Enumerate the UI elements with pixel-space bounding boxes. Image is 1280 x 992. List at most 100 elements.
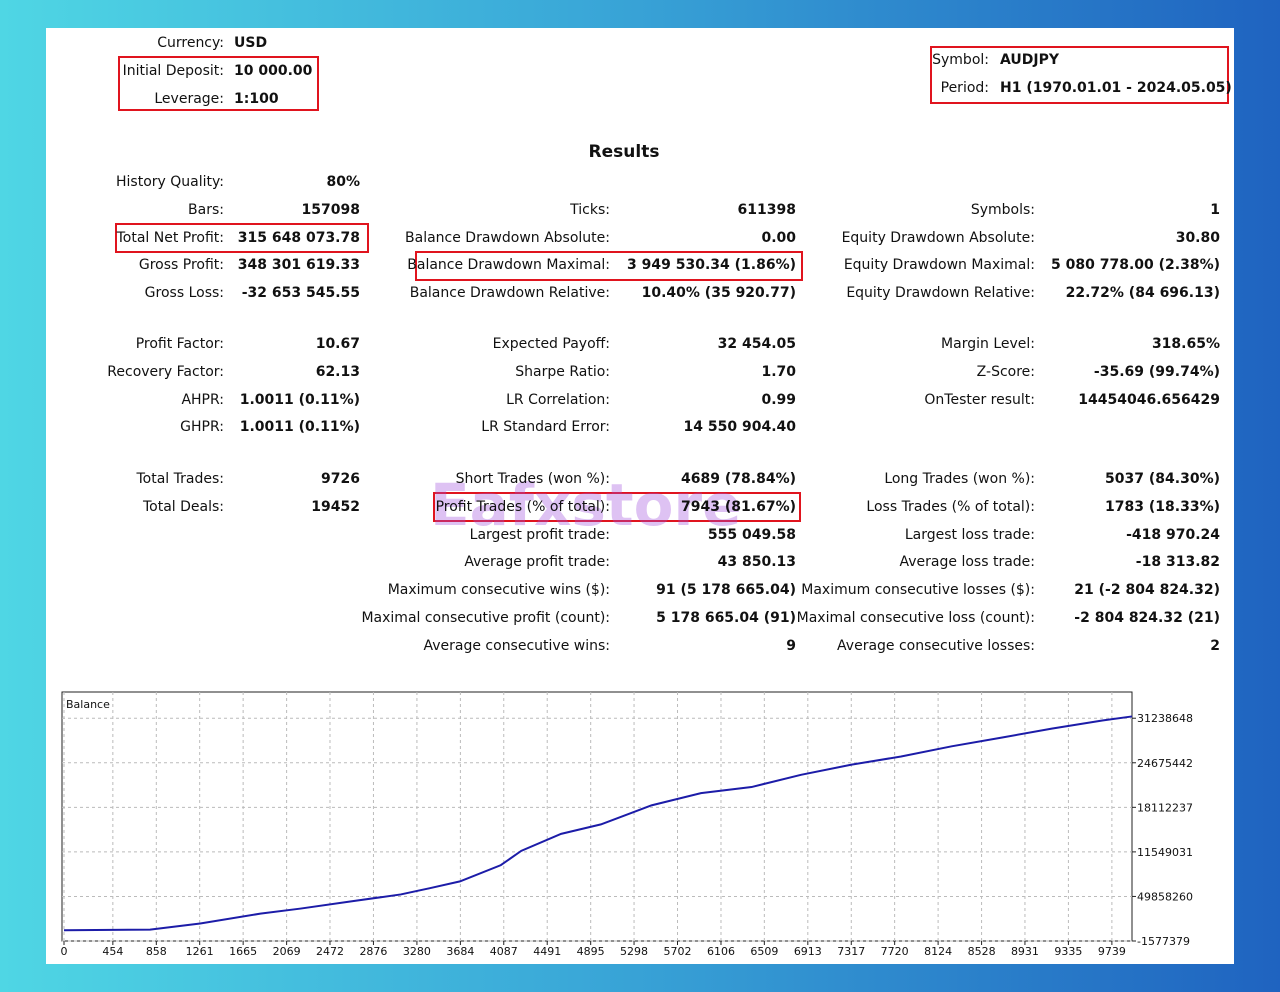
x-tick-label: 9335 <box>1054 945 1082 958</box>
x-tick-label: 8931 <box>1011 945 1039 958</box>
balance-line <box>63 715 1133 932</box>
result-label: GHPR: <box>180 419 224 436</box>
result-label: Expected Payoff: <box>492 336 610 352</box>
result-label: LR Correlation: <box>506 391 610 408</box>
highlight-box <box>433 492 801 522</box>
y-tick-label: 11549031 <box>1137 846 1193 859</box>
result-value: 14454046.656429 <box>1078 391 1220 408</box>
result-value: 1 <box>1210 201 1220 218</box>
x-tick-label: 6913 <box>794 945 822 958</box>
result-label: Z-Score: <box>976 363 1035 380</box>
x-tick-label: 2069 <box>273 945 301 958</box>
result-value: -418 970.24 <box>1126 526 1220 543</box>
x-tick-label: 2472 <box>316 945 344 958</box>
result-value: 315 648 073.78 <box>237 229 360 246</box>
result-label: Equity Drawdown Maximal: <box>843 257 1035 274</box>
result-label: Average consecutive wins: <box>423 637 610 654</box>
result-value: -18 313.82 <box>1135 554 1220 571</box>
result-value: 3 949 530.34 (1.86%) <box>627 257 796 274</box>
result-value: 5037 (84.30%) <box>1105 471 1220 487</box>
header-value: AUDJPY <box>1000 52 1060 68</box>
header-label: Period: <box>940 80 989 96</box>
result-value: 157098 <box>301 201 360 218</box>
x-tick-label: 4491 <box>533 945 561 958</box>
highlight-box <box>115 223 369 253</box>
result-value: 0.99 <box>761 391 796 408</box>
result-value: 80% <box>326 174 360 190</box>
y-tick-label: -1577379 <box>1137 935 1190 948</box>
result-value: -35.69 (99.74%) <box>1093 363 1220 380</box>
result-label: Gross Profit: <box>138 257 224 274</box>
y-tick-label: 24675442 <box>1137 757 1193 770</box>
result-label: Average profit trade: <box>464 554 610 571</box>
header-label: Initial Deposit: <box>122 63 224 79</box>
x-tick-label: 7720 <box>881 945 909 958</box>
result-label: Margin Level: <box>941 336 1035 352</box>
result-label: Total Trades: <box>136 471 225 487</box>
result-value: 348 301 619.33 <box>237 257 360 274</box>
result-label: Short Trades (won %): <box>455 471 610 487</box>
result-label: Maximal consecutive profit (count): <box>361 610 610 626</box>
result-value: 62.13 <box>315 363 360 380</box>
result-value: 14 550 904.40 <box>683 419 796 436</box>
result-label: Profit Trades (% of total): <box>435 498 610 515</box>
highlight-box <box>930 46 1229 104</box>
result-value: 7943 (81.67%) <box>681 498 796 515</box>
result-label: Profit Factor: <box>135 336 224 352</box>
result-value: 4689 (78.84%) <box>681 471 796 487</box>
x-tick-label: 5298 <box>620 945 648 958</box>
result-value: 91 (5 178 665.04) <box>656 582 796 599</box>
result-value: 0.00 <box>761 229 796 246</box>
result-label: Total Net Profit: <box>116 229 224 246</box>
highlight-box <box>118 56 319 111</box>
result-label: Bars: <box>188 201 224 218</box>
result-value: -32 653 545.55 <box>241 285 360 302</box>
result-value: 43 850.13 <box>717 554 796 571</box>
result-value: 1.70 <box>761 363 796 380</box>
x-tick-label: 8124 <box>924 945 952 958</box>
x-tick-label: 0 <box>61 945 68 958</box>
result-label: Gross Loss: <box>144 285 224 302</box>
x-tick-label: 7317 <box>837 945 865 958</box>
result-value: 1783 (18.33%) <box>1105 498 1220 515</box>
result-label: Recovery Factor: <box>107 363 224 380</box>
plot-area <box>61 691 1133 942</box>
result-label: Sharpe Ratio: <box>515 363 610 380</box>
x-tick-label: 3280 <box>403 945 431 958</box>
y-tick-label: 18112237 <box>1137 801 1193 814</box>
x-tick-label: 6106 <box>707 945 735 958</box>
x-tick-label: 9739 <box>1098 945 1126 958</box>
y-tick-label: 31238648 <box>1137 712 1193 725</box>
result-value: 19452 <box>311 498 360 515</box>
result-value: 1.0011 (0.11%) <box>239 391 360 408</box>
highlight-box <box>415 251 803 281</box>
result-label: Balance Drawdown Absolute: <box>405 229 610 246</box>
result-label: Maximal consecutive loss (count): <box>796 610 1035 626</box>
result-value: 10.40% (35 920.77) <box>641 285 796 302</box>
result-value: 611398 <box>737 201 796 218</box>
x-tick-label: 4087 <box>490 945 518 958</box>
x-tick-label: 2876 <box>359 945 387 958</box>
result-label: Balance Drawdown Maximal: <box>407 257 610 274</box>
result-value: 9 <box>786 637 796 654</box>
result-value: 22.72% (84 696.13) <box>1065 285 1220 302</box>
header-label: Leverage: <box>154 91 224 107</box>
header-value: H1 (1970.01.01 - 2024.05.05) <box>1000 80 1232 96</box>
result-label: AHPR: <box>181 391 224 408</box>
result-label: Ticks: <box>570 201 610 218</box>
x-tick-label: 858 <box>146 945 167 958</box>
result-value: 2 <box>1210 637 1220 654</box>
header-value: USD <box>234 35 268 51</box>
header-value: 1:100 <box>234 91 279 107</box>
result-label: Symbols: <box>970 201 1035 218</box>
result-label: Equity Drawdown Absolute: <box>841 229 1035 246</box>
result-value: 32 454.05 <box>717 336 796 352</box>
watermark: Eafxstore <box>430 471 742 539</box>
header-label: Currency: <box>157 35 224 51</box>
y-tick-label: 49858260 <box>1137 890 1193 903</box>
x-tick-label: 6509 <box>750 945 778 958</box>
result-label: Loss Trades (% of total): <box>866 498 1035 515</box>
result-value: 318.65% <box>1151 336 1220 352</box>
result-label: Long Trades (won %): <box>884 471 1035 487</box>
